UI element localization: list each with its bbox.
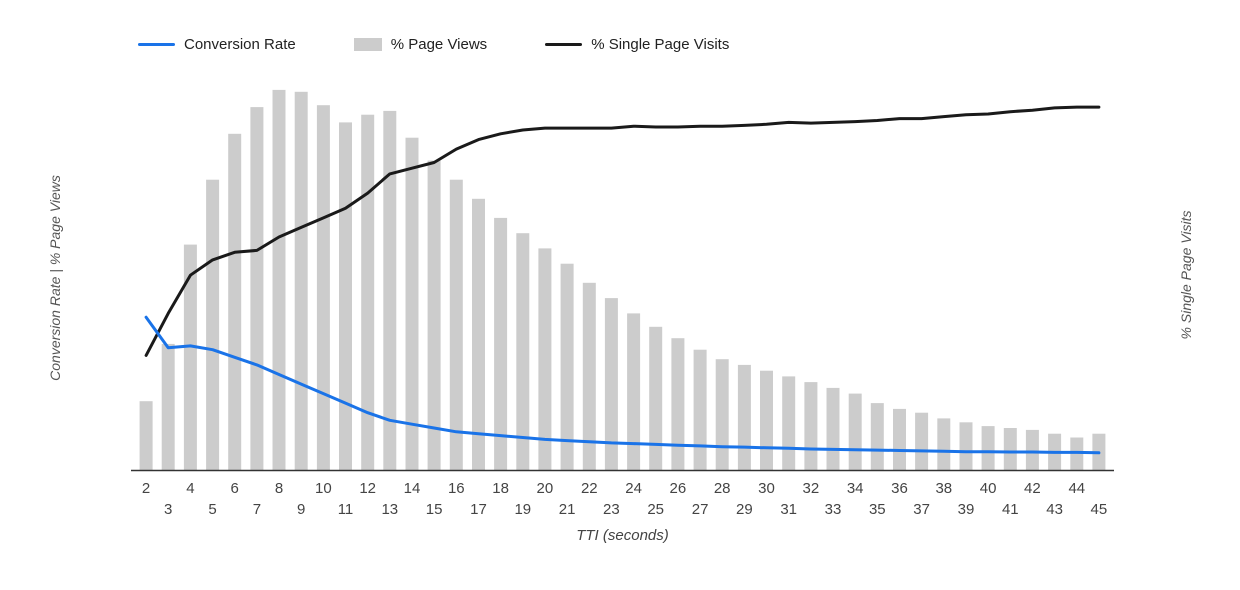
x-tick-label: 45 [1091,501,1108,518]
x-tick-label: 6 [231,480,239,497]
x-tick-label: 3 [164,501,172,518]
legend-label-page-views: % Page Views [390,36,488,53]
x-tick-label: 15 [426,501,443,518]
x-tick-label: 27 [692,501,709,518]
legend-item-single-page-visits: % Single Page Visits [545,36,729,53]
y-axis-title-left: Conversion Rate | % Page Views [47,175,63,381]
x-tick-label: 17 [470,501,487,518]
legend-item-page-views: % Page Views [353,36,488,53]
x-axis-title: TTI (seconds) [576,527,669,544]
y-axis-title-right: % Single Page Visits [1178,210,1194,340]
x-tick-label: 11 [338,501,354,518]
x-tick-label: 41 [1002,501,1019,518]
x-tick-label: 40 [980,480,997,497]
legend-line-swatch-single-page-visits [545,43,583,46]
x-tick-label: 8 [275,480,283,497]
x-tick-label: 9 [297,501,305,518]
x-tick-label: 37 [913,501,930,518]
x-tick-label: 39 [958,501,975,518]
x-tick-label: 25 [647,501,664,518]
legend-item-conversion-rate: Conversion Rate [138,36,296,53]
x-tick-label: 31 [780,501,797,518]
x-tick-label: 22 [581,480,598,497]
x-tick-label: 4 [186,480,194,497]
x-tick-label: 38 [935,480,952,497]
x-tick-label: 16 [448,480,465,497]
x-tick-label: 26 [670,480,687,497]
x-tick-label: 18 [492,480,509,497]
x-tick-label: 29 [736,501,753,518]
x-tick-label: 23 [603,501,620,518]
x-tick-label: 21 [559,501,576,518]
x-tick-label: 28 [714,480,731,497]
x-tick-label: 20 [537,480,554,497]
x-tick-label: 36 [891,480,908,497]
x-tick-label: 24 [625,480,642,497]
x-tick-label: 34 [847,480,864,497]
x-tick-label: 43 [1046,501,1063,518]
x-tick-label: 42 [1024,480,1041,497]
chart-legend: Conversion Rate % Page Views % Single Pa… [138,36,729,53]
x-tick-label: 33 [825,501,842,518]
x-tick-label: 32 [803,480,820,497]
x-tick-label: 30 [758,480,775,497]
x-tick-label: 5 [208,501,216,518]
x-tick-label: 2 [142,480,150,497]
x-tick-label: 12 [359,480,376,497]
x-tick-label: 7 [253,501,261,518]
x-tick-label: 35 [869,501,886,518]
x-tick-label: 14 [404,480,421,497]
legend-line-swatch-conversion-rate [138,43,175,46]
x-tick-label: 44 [1068,480,1085,497]
legend-label-conversion-rate: Conversion Rate [184,36,296,53]
legend-bar-swatch-page-views [353,38,382,51]
x-tick-label: 10 [315,480,332,497]
legend-label-single-page-visits: % Single Page Visits [591,36,730,53]
x-tick-label: 19 [514,501,531,518]
x-tick-label: 13 [381,501,398,518]
